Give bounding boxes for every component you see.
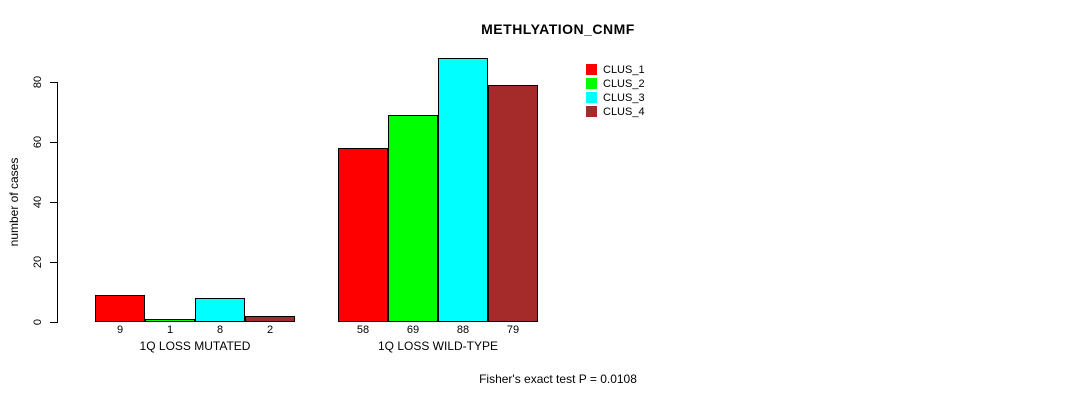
y-axis-tick [50, 322, 57, 323]
legend-item-clus_1: CLUS_1 [586, 63, 645, 76]
legend-swatch [586, 64, 597, 75]
bar-value-label: 9 [116, 324, 124, 336]
bar-value-label: 58 [356, 324, 370, 336]
y-axis-tick [50, 202, 57, 203]
y-tick-label: 60 [32, 135, 44, 149]
legend-swatch [586, 92, 597, 103]
y-tick-label: 40 [32, 195, 44, 209]
bar-value-label: 69 [406, 324, 420, 336]
bar-clus_2-group2 [388, 115, 438, 322]
legend-label: CLUS_1 [603, 63, 645, 76]
legend-item-clus_3: CLUS_3 [586, 91, 645, 104]
x-category-label: 1Q LOSS WILD-TYPE [377, 339, 499, 353]
bar-clus_1-group1 [95, 295, 145, 322]
chart-footnote: Fisher's exact test P = 0.0108 [479, 372, 637, 386]
bar-clus_1-group2 [338, 148, 388, 322]
legend-swatch [586, 78, 597, 89]
legend-label: CLUS_3 [603, 91, 645, 104]
legend: CLUS_1 CLUS_2 CLUS_3 CLUS_4 [586, 63, 645, 119]
legend-item-clus_2: CLUS_2 [586, 77, 645, 90]
bar-clus_3-group2 [438, 58, 488, 322]
legend-label: CLUS_2 [603, 77, 645, 90]
y-tick-label: 80 [32, 75, 44, 89]
bar-value-label: 1 [166, 324, 174, 336]
x-category-label: 1Q LOSS MUTATED [139, 339, 251, 353]
legend-label: CLUS_4 [603, 105, 645, 118]
legend-item-clus_4: CLUS_4 [586, 105, 645, 118]
y-tick-label: 20 [32, 255, 44, 269]
bar-clus_4-group1 [245, 316, 295, 322]
bar-value-label: 79 [506, 324, 520, 336]
chart-title: METHLYATION_CNMF [481, 21, 635, 37]
legend-swatch [586, 106, 597, 117]
bar-clus_2-group1 [145, 319, 195, 322]
y-axis-tick [50, 262, 57, 263]
bar-value-label: 88 [456, 324, 470, 336]
bar-value-label: 2 [266, 324, 274, 336]
y-axis-tick [50, 82, 57, 83]
y-axis-tick [50, 142, 57, 143]
bar-value-label: 8 [216, 324, 224, 336]
y-tick-label: 0 [32, 318, 44, 326]
bar-clus_4-group2 [488, 85, 538, 322]
y-axis-line [57, 82, 58, 323]
bar-clus_3-group1 [195, 298, 245, 322]
